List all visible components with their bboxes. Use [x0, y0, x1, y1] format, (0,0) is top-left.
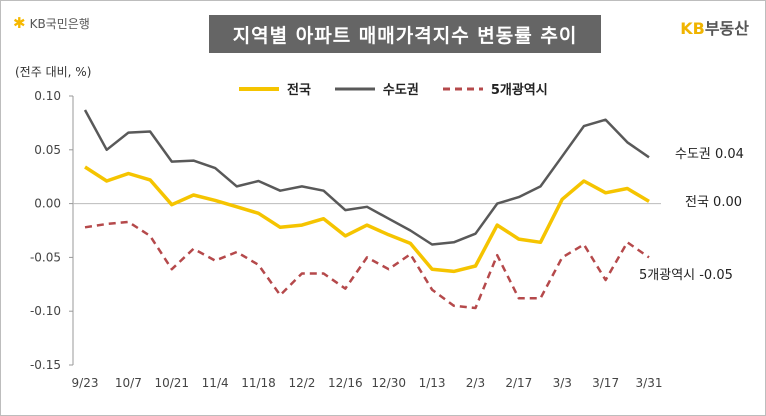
y-tick-label: 0.00	[34, 197, 61, 211]
y-tick-label: 0.10	[34, 89, 61, 103]
brand-kb: KB	[680, 19, 705, 38]
x-tick-label: 3/3	[553, 376, 572, 390]
end-label-national: 전국 0.00	[685, 195, 742, 210]
kb-bank-logo: ✱ KB국민은행	[13, 15, 90, 32]
series-line-metro	[84, 220, 650, 310]
legend-label-national: 전국	[287, 83, 311, 98]
logo-text: KB국민은행	[29, 17, 90, 31]
x-tick-label: 9/23	[72, 376, 99, 390]
legend-item-national: 전국	[237, 79, 311, 98]
legend-label-capital: 수도권	[382, 83, 419, 98]
y-tick-label: 0.05	[34, 143, 61, 157]
x-tick-label: 11/4	[202, 376, 229, 390]
x-tick-label: 11/18	[241, 376, 276, 390]
x-tick-label: 10/21	[154, 376, 189, 390]
x-tick-label: 10/7	[115, 376, 142, 390]
legend-item-capital: 수도권	[333, 79, 419, 98]
y-tick-label: -0.10	[30, 304, 61, 318]
series-line-capital	[83, 109, 650, 246]
x-tick-label: 2/17	[505, 376, 532, 390]
x-tick-label: 12/30	[371, 376, 406, 390]
legend: 전국 수도권 5개광역시	[237, 79, 548, 98]
x-tick-label: 1/13	[419, 376, 446, 390]
y-axis-unit-label: (전주 대비, %)	[15, 65, 92, 79]
x-tick-label: 3/17	[592, 376, 619, 390]
legend-label-metro: 5개광역시	[490, 83, 548, 98]
x-tick-label: 3/31	[636, 376, 663, 390]
kb-real-estate-brand: KB부동산	[680, 15, 749, 39]
end-label-metro: 5개광역시 -0.05	[639, 268, 733, 283]
x-tick-label: 12/2	[288, 376, 315, 390]
brand-rest: 부동산	[704, 19, 749, 38]
end-label-capital: 수도권 0.04	[675, 147, 744, 162]
chart-title: 지역별 아파트 매매가격지수 변동률 추이	[209, 15, 601, 53]
star-icon: ✱	[13, 14, 26, 32]
series-line-national	[84, 165, 650, 274]
y-tick-label: -0.15	[30, 358, 61, 372]
x-tick-label: 12/16	[328, 376, 363, 390]
legend-item-metro: 5개광역시	[441, 79, 548, 98]
y-tick-label: -0.05	[30, 250, 61, 264]
x-tick-label: 2/3	[466, 376, 485, 390]
